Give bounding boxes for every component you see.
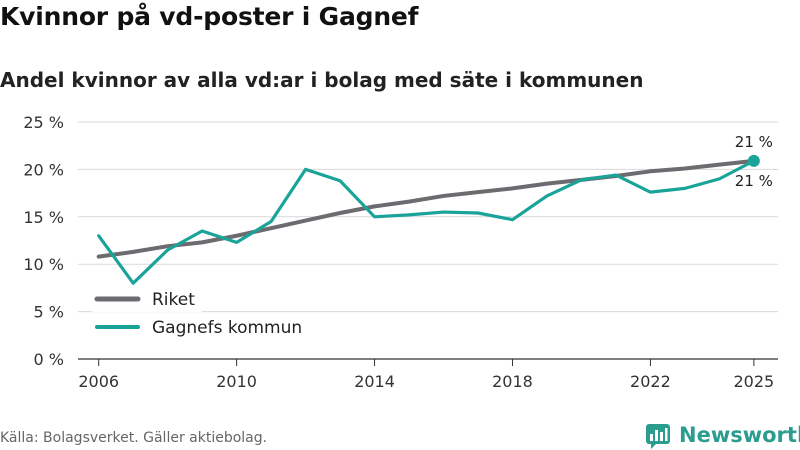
chart-title: Kvinnor på vd-poster i Gagnef (0, 2, 419, 31)
legend-label: Riket (152, 290, 195, 310)
y-tick-label: 5 % (34, 303, 64, 322)
x-tick-label: 2006 (78, 372, 119, 391)
series-line-riket (96, 158, 756, 259)
legend-label: Gagnefs kommun (152, 318, 302, 338)
x-tick-label: 2025 (734, 372, 775, 391)
source-note: Källa: Bolagsverket. Gäller aktiebolag. (0, 430, 268, 446)
end-label-gagnef: 21 % (735, 172, 773, 190)
end-label-riket: 21 % (735, 133, 773, 151)
series-lines (96, 154, 760, 285)
y-tick-label: 0 % (34, 350, 64, 369)
y-tick-label: 25 % (23, 113, 64, 132)
x-tick-label: 2022 (630, 372, 671, 391)
x-tick-label: 2018 (492, 372, 533, 391)
brand-name: Newsworthy (679, 423, 800, 447)
y-tick-label: 15 % (23, 208, 64, 227)
y-tick-label: 10 % (23, 255, 64, 274)
grid-lines (78, 121, 778, 360)
newsworthy-logo-icon (646, 424, 670, 449)
series-line-gagnef (97, 159, 756, 285)
end-point-marker (747, 154, 760, 167)
y-tick-label: 20 % (23, 160, 64, 179)
legend: Riket Gagnefs kommun (92, 286, 318, 340)
end-annotations: 21 % 21 % (735, 133, 773, 190)
x-tick-label: 2014 (354, 372, 395, 391)
chart-subtitle: Andel kvinnor av alla vd:ar i bolag med … (0, 68, 644, 92)
x-tick-label: 2010 (216, 372, 257, 391)
axis-labels: 0 % 5 % 10 % 15 % 20 % 25 % 2006 2010 2014 2018 20… (23, 113, 774, 391)
brand-logo: Newsworthy (645, 420, 800, 450)
